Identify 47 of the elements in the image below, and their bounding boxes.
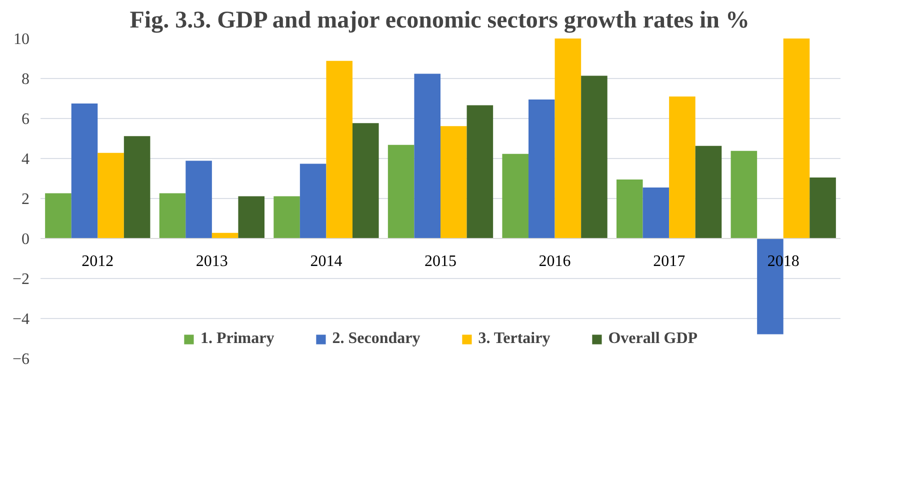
bar	[352, 123, 379, 238]
x-tick-label: 2016	[538, 253, 571, 270]
chart-title: Fig. 3.3. GDP and major economic sectors growth rates in %	[130, 8, 750, 34]
y-tick-label: 0	[22, 231, 30, 248]
bar	[528, 100, 555, 238]
legend-label: Overall GDP	[608, 330, 698, 348]
y-tick-label: 6	[22, 111, 30, 128]
bar	[669, 96, 696, 238]
bar	[124, 136, 150, 238]
bar	[502, 154, 528, 238]
bar	[695, 146, 722, 238]
legend-label: 3. Tertairy	[478, 330, 550, 348]
bar	[186, 160, 212, 238]
bar	[71, 104, 98, 238]
bar	[238, 196, 264, 238]
bar	[388, 144, 414, 238]
x-tick-label: 2012	[82, 253, 114, 270]
bar	[440, 126, 467, 238]
bar	[274, 196, 300, 238]
bar	[554, 38, 582, 238]
bar	[45, 193, 72, 238]
bar	[783, 38, 810, 238]
x-tick-label: 2017	[653, 253, 686, 270]
bar	[414, 74, 440, 238]
bar	[616, 180, 643, 238]
y-tick-label: −4	[12, 311, 30, 328]
bar	[300, 164, 326, 238]
bar	[98, 152, 124, 238]
x-tick-label: 2015	[424, 253, 456, 270]
y-tick-label: 8	[22, 71, 30, 88]
x-tick-label: 2014	[310, 253, 342, 270]
x-tick-label: 2018	[767, 253, 800, 270]
legend-label: 2. Secondary	[332, 330, 420, 348]
y-tick-label: 4	[22, 151, 30, 168]
bar	[466, 105, 494, 238]
y-tick-label: −6	[12, 351, 30, 368]
y-tick-label: 10	[14, 31, 30, 48]
bar	[326, 60, 352, 238]
bar	[159, 193, 186, 238]
bar	[810, 178, 836, 238]
y-tick-label: 2	[22, 191, 30, 208]
bar	[730, 150, 758, 238]
legend-label: 1. Primary	[200, 330, 274, 348]
bar	[581, 76, 608, 238]
x-tick-label: 2013	[196, 253, 228, 270]
bar	[642, 188, 670, 238]
y-tick-label: −2	[12, 271, 30, 288]
